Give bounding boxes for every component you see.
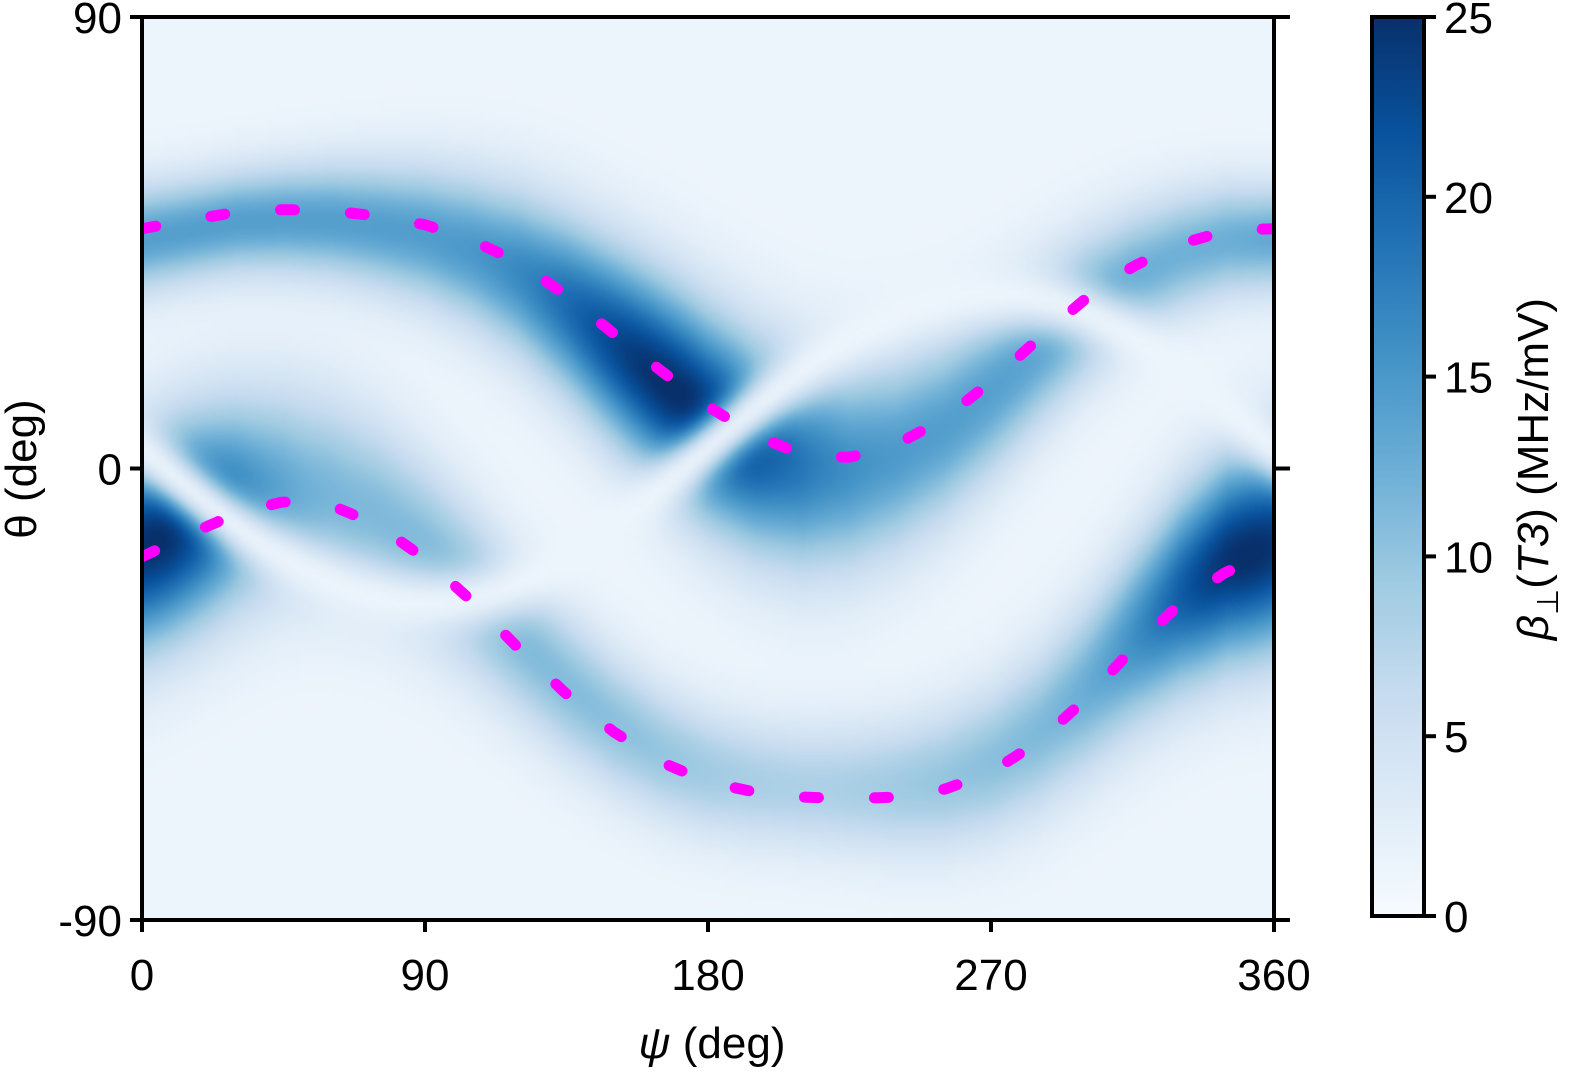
- x-axis: 0 90 180 270 360: [130, 920, 1311, 1000]
- y-axis-label: θ (deg): [0, 399, 46, 538]
- x-axis-label-unit: (deg): [671, 1019, 786, 1068]
- x-tick-label: 180: [671, 951, 744, 1000]
- y-tick-label: 90: [73, 0, 122, 43]
- colorbar-tick-label: 25: [1444, 0, 1493, 43]
- x-axis-label-symbol: ψ: [639, 1019, 671, 1068]
- colorbar-tick-label: 20: [1444, 174, 1493, 223]
- colorbar-label-symbol: β: [1509, 615, 1558, 642]
- colorbar-tick-label: 10: [1444, 533, 1493, 582]
- colorbar: [1370, 15, 1426, 918]
- y-tick-label: 0: [98, 446, 122, 495]
- colorbar-tick-label: 0: [1444, 893, 1468, 942]
- colorbar-label-close-paren: ): [1509, 508, 1558, 523]
- x-axis-label: ψ (deg): [639, 1019, 786, 1068]
- y-tick-label: -90: [58, 897, 122, 946]
- colorbar-label-unit: (MHz/mV): [1509, 298, 1558, 508]
- colorbar-tick-label: 5: [1444, 713, 1468, 762]
- colorbar-tick-label: 15: [1444, 354, 1493, 403]
- colorbar-ticks: 0 5 10 15 20 25: [1424, 0, 1493, 942]
- colorbar-label-subscript: ⊥: [1532, 589, 1565, 615]
- upper-dotted-curve: [142, 204, 1274, 463]
- colorbar-label-open-paren: (: [1509, 574, 1558, 589]
- y-axis: -90 0 90: [58, 0, 1290, 946]
- heatmap-field: [142, 17, 1274, 920]
- x-tick-label: 0: [130, 951, 154, 1000]
- overlay-curves: [142, 204, 1274, 804]
- x-tick-label: 360: [1237, 951, 1310, 1000]
- x-tick-label: 270: [954, 951, 1027, 1000]
- x-tick-label: 90: [401, 951, 450, 1000]
- colorbar-label-arg: T3: [1509, 522, 1558, 574]
- colorbar-label: β⊥(T3) (MHz/mV): [1509, 298, 1565, 642]
